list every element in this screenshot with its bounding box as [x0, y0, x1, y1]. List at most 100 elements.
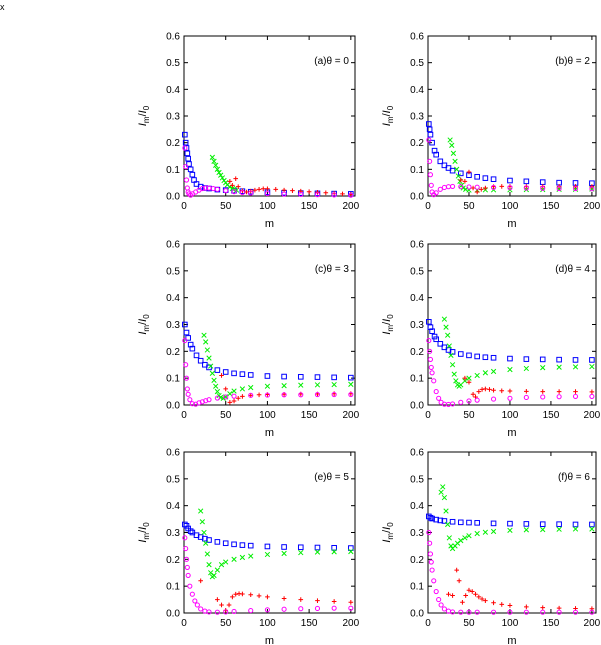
data-point — [184, 386, 190, 392]
x-tick-label: 100 — [502, 618, 519, 629]
x-tick-label: 0 — [181, 201, 187, 212]
data-point — [458, 399, 464, 405]
data-point — [239, 542, 246, 548]
data-point — [457, 170, 464, 177]
data-point — [235, 184, 241, 189]
data-point — [183, 375, 190, 381]
data-point — [340, 191, 345, 197]
data-point — [219, 602, 224, 608]
data-point — [426, 137, 432, 143]
series-magenta — [182, 338, 354, 407]
data-point — [248, 608, 254, 614]
data-point — [331, 374, 337, 381]
x-tick-label: 200 — [342, 410, 359, 421]
series-green — [201, 332, 354, 401]
data-point — [223, 394, 229, 400]
x-tick-label: 100 — [259, 618, 276, 629]
data-point — [523, 356, 530, 362]
data-point — [183, 145, 190, 151]
data-point — [189, 171, 196, 178]
data-point — [428, 182, 434, 188]
data-point — [572, 526, 579, 532]
series-blue — [426, 121, 595, 186]
data-point — [474, 609, 480, 615]
data-point — [247, 372, 254, 378]
data-point — [281, 596, 287, 601]
corner-mark: x — [0, 2, 5, 12]
data-point — [466, 533, 472, 539]
data-point — [182, 521, 188, 528]
data-point — [348, 391, 354, 398]
data-point — [466, 352, 472, 359]
data-point — [433, 151, 439, 158]
data-point — [426, 319, 432, 325]
y-axis-label: Im/I0 — [381, 522, 395, 543]
data-point — [427, 348, 433, 354]
data-point — [438, 489, 444, 495]
data-point — [231, 541, 237, 548]
data-point — [491, 600, 496, 606]
data-point — [540, 185, 546, 191]
y-tick-label: 0.6 — [410, 240, 424, 251]
data-point — [478, 187, 484, 192]
data-point — [540, 365, 546, 371]
data-point — [264, 392, 270, 398]
data-point — [446, 343, 452, 349]
data-point — [490, 368, 497, 375]
y-tick-label: 0.5 — [166, 474, 180, 485]
data-point — [474, 530, 480, 537]
data-point — [556, 356, 562, 363]
data-point — [331, 599, 337, 604]
data-point — [214, 388, 221, 395]
data-point — [219, 373, 224, 378]
x-tick-label: 150 — [543, 618, 560, 629]
data-point — [214, 186, 220, 192]
y-tick-label: 0.6 — [166, 32, 180, 43]
data-point — [524, 389, 529, 394]
y-tick-label: 0.0 — [166, 609, 180, 620]
data-point — [260, 186, 266, 192]
x-tick-label: 0 — [181, 618, 187, 629]
data-point — [458, 537, 464, 544]
series-red — [446, 567, 595, 612]
panel-annotation: (f)θ = 6 — [558, 472, 590, 483]
data-point — [469, 589, 475, 594]
data-point — [206, 562, 212, 568]
data-point — [445, 401, 452, 408]
y-tick-label: 0.2 — [166, 555, 180, 566]
data-point — [523, 185, 529, 191]
data-point — [589, 393, 595, 399]
data-point — [189, 591, 195, 597]
data-point — [507, 520, 513, 527]
x-tick-label: 50 — [220, 618, 232, 629]
data-point — [523, 521, 530, 527]
data-point — [219, 175, 226, 181]
data-point — [426, 529, 432, 536]
data-point — [507, 185, 513, 191]
data-point — [214, 395, 220, 401]
data-point — [540, 394, 546, 400]
data-point — [556, 521, 562, 527]
data-point — [348, 192, 354, 198]
y-tick-label: 0.4 — [166, 501, 180, 512]
y-tick-label: 0.0 — [410, 401, 424, 412]
data-point — [182, 145, 188, 151]
data-point — [470, 185, 476, 191]
x-tick-label: 50 — [463, 201, 475, 212]
data-point — [298, 392, 304, 398]
data-point — [449, 518, 456, 525]
data-point — [203, 398, 209, 404]
data-point — [462, 179, 468, 184]
panel-annotation: (e)θ = 5 — [314, 472, 349, 483]
data-point — [182, 139, 189, 146]
data-point — [214, 609, 220, 615]
x-tick-label: 150 — [301, 410, 318, 421]
data-point — [447, 137, 453, 143]
y-tick-label: 0.2 — [166, 347, 180, 358]
data-point — [441, 518, 448, 524]
data-point — [454, 166, 460, 172]
data-point — [185, 155, 191, 162]
x-tick-label: 200 — [584, 201, 601, 212]
x-tick-label: 50 — [463, 618, 475, 629]
data-point — [458, 609, 464, 615]
